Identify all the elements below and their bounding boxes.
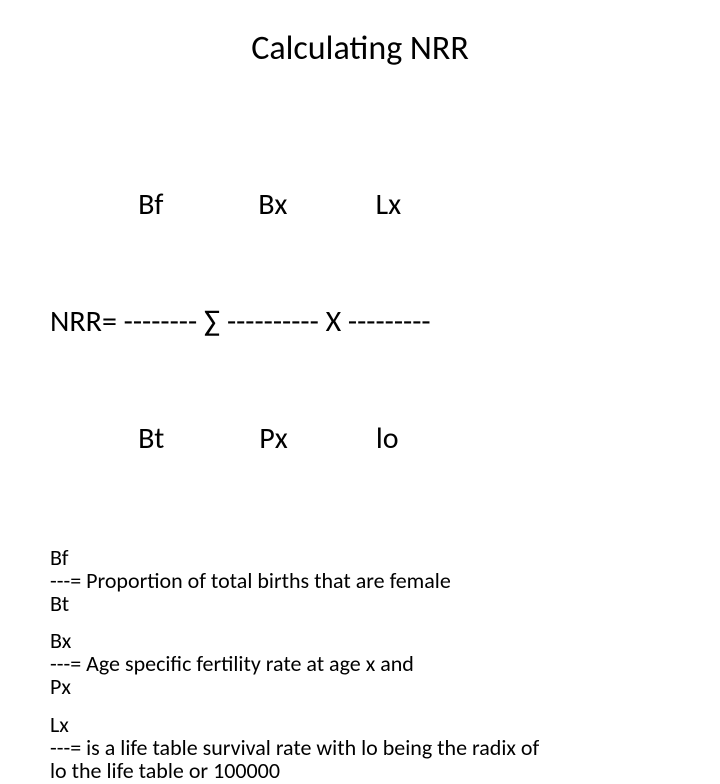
def-denominator: Px (50, 675, 670, 698)
formula-top-row: Bf Bx Lx (50, 185, 670, 224)
formula-mid-row: NRR= -------- ∑ ---------- X --------- (50, 302, 670, 341)
def-text: ---= Age specific fertility rate at age … (50, 652, 670, 675)
definition-lx-lo: Lx ---= is a life table survival rate wi… (50, 713, 670, 782)
def-numerator: Bf (50, 546, 670, 569)
slide-container: Calculating NRR Bf Bx Lx NRR= -------- ∑… (0, 0, 720, 540)
formula-bottom-row: Bt Px lo (50, 419, 670, 458)
def-denominator: lo the life table or 100000 (50, 759, 670, 782)
def-text: ---= Proportion of total births that are… (50, 569, 670, 592)
def-numerator: Bx (50, 629, 670, 652)
slide-title: Calculating NRR (50, 28, 670, 69)
definition-bx-px: Bx ---= Age specific fertility rate at a… (50, 629, 670, 698)
nrr-formula: Bf Bx Lx NRR= -------- ∑ ---------- X --… (50, 107, 670, 536)
def-denominator: Bt (50, 592, 670, 615)
def-text: ---= is a life table survival rate with … (50, 736, 670, 759)
def-numerator: Lx (50, 713, 670, 736)
definition-bf-bt: Bf ---= Proportion of total births that … (50, 546, 670, 615)
